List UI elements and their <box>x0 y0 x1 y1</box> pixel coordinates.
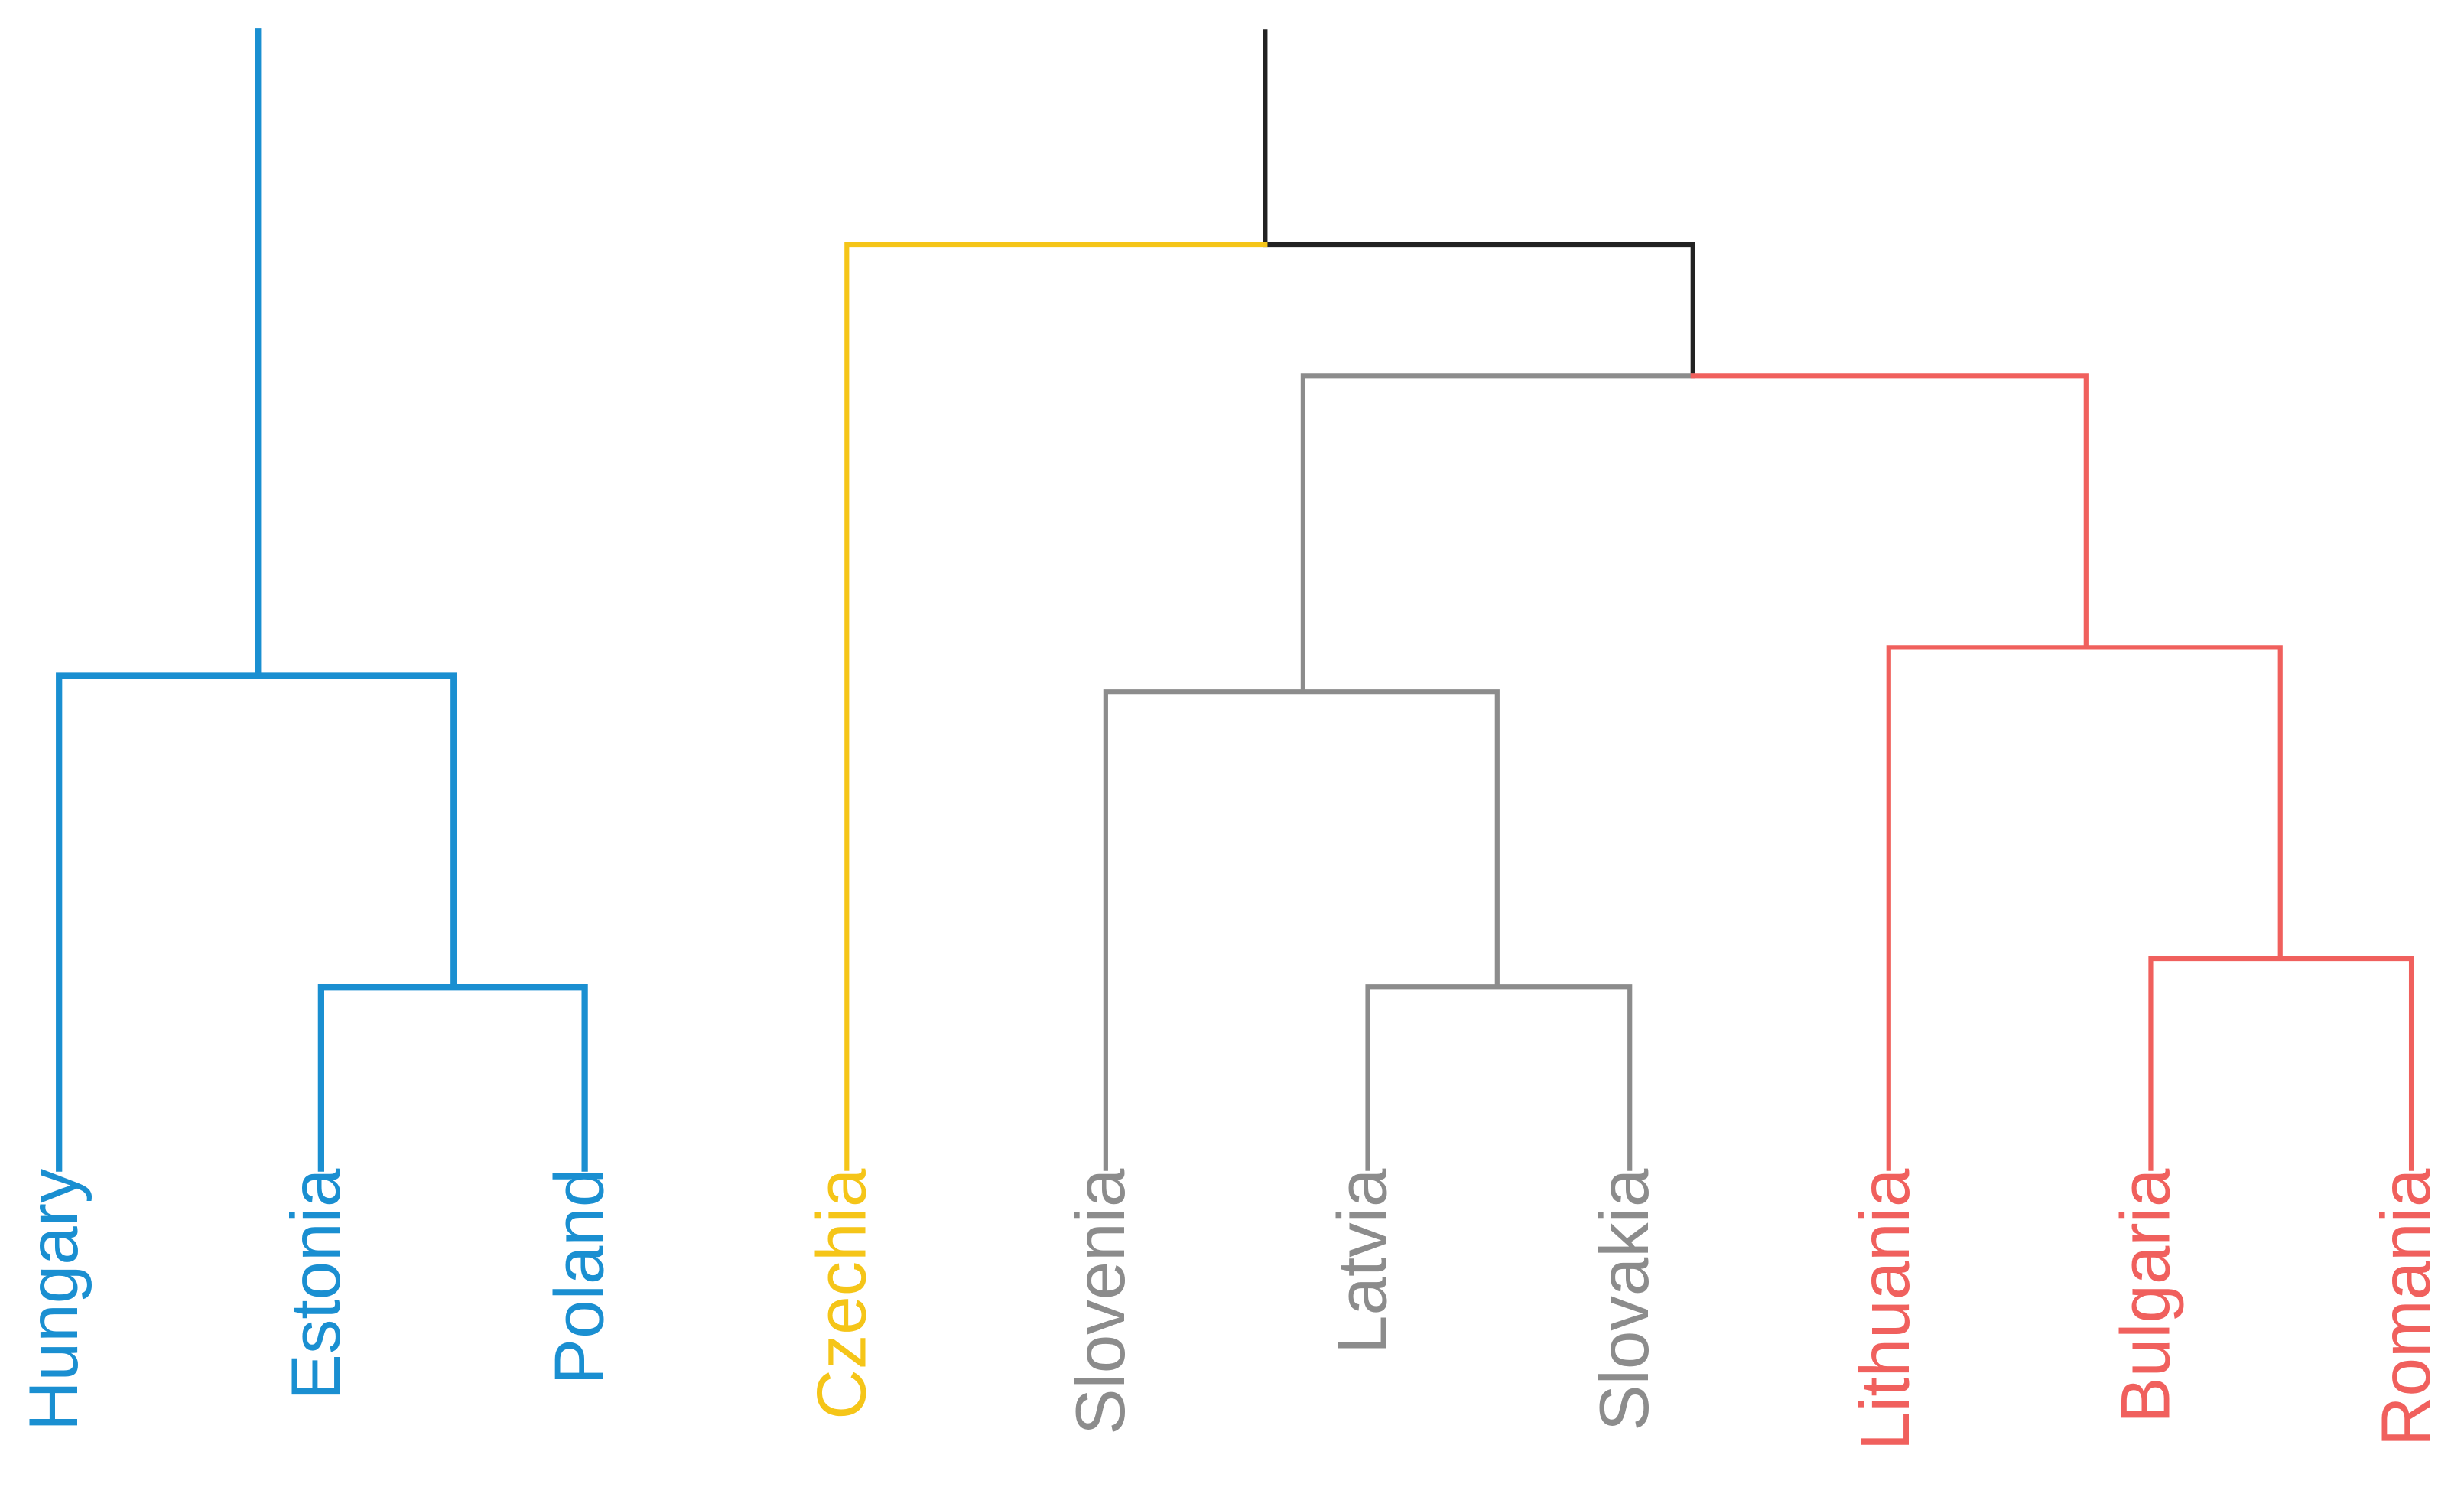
leaf-labels: Hungary Estonia Poland Czechia Slovenia Latvi… <box>15 1168 2445 1450</box>
leaf-label: Slovenia <box>1062 1168 1139 1435</box>
leaf-label: Hungary <box>15 1168 93 1431</box>
leaf-label: Lithuania <box>1847 1168 1924 1450</box>
branches <box>56 28 2414 1172</box>
gray-cluster <box>1103 373 1695 1171</box>
red-cluster <box>1690 373 2414 1171</box>
branch <box>1263 29 1695 379</box>
leaf-label: Czechia <box>803 1168 880 1420</box>
leaf-label: Poland <box>541 1169 619 1385</box>
leaf-label: Romania <box>2368 1168 2445 1447</box>
leaf-label: Latvia <box>1325 1168 1402 1354</box>
branch <box>56 28 588 1172</box>
yellow-cluster <box>844 242 1268 1171</box>
leaf-label: Estonia <box>278 1168 355 1400</box>
blue-cluster <box>56 28 588 1172</box>
branch <box>1690 373 2414 1171</box>
root-branch <box>1263 29 1695 379</box>
branch <box>1103 373 1695 1171</box>
leaf-label: Bulgaria <box>2107 1168 2184 1424</box>
branch <box>844 242 1268 1171</box>
leaf-label: Slovakia <box>1586 1168 1663 1431</box>
